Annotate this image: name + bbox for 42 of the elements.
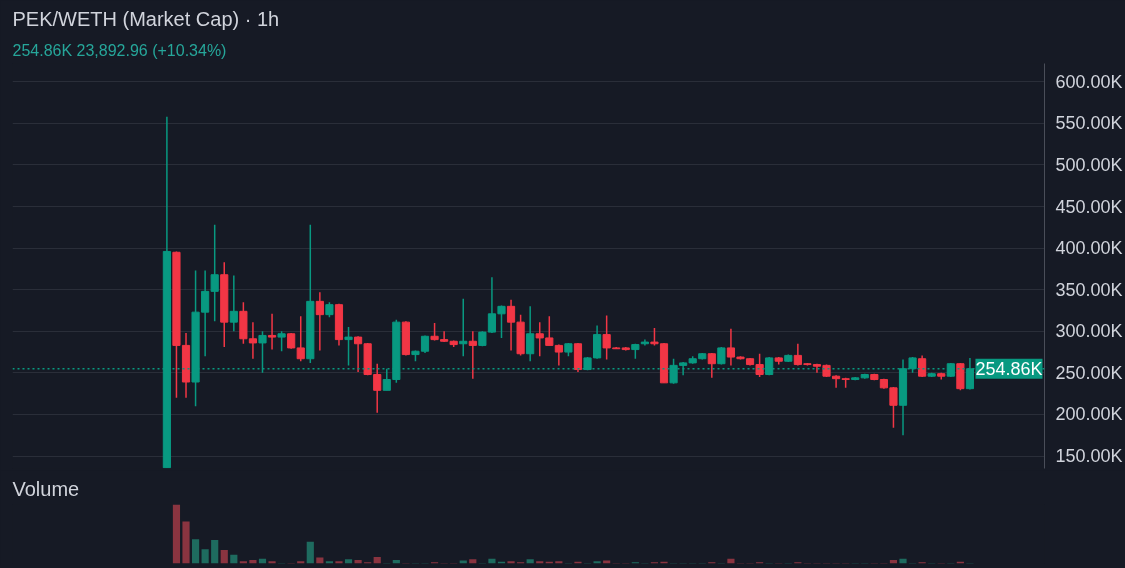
y-tick-label: 500.00K xyxy=(1055,154,1123,175)
chart-title: PEK/WETH (Market Cap) · 1h xyxy=(12,7,280,30)
candlestick xyxy=(889,386,898,429)
bar xyxy=(306,541,314,564)
bar xyxy=(268,561,276,564)
y-tick-label: 150.00K xyxy=(1055,446,1123,467)
y-tick-label: 450.00K xyxy=(1055,196,1123,217)
y-tick-label: 600.00K xyxy=(1055,71,1123,92)
bar xyxy=(335,561,343,564)
candlestick xyxy=(277,330,286,352)
bar xyxy=(249,559,257,564)
bar xyxy=(526,559,534,564)
bar xyxy=(220,549,228,564)
bar xyxy=(899,558,907,564)
bar xyxy=(172,504,181,564)
bar xyxy=(182,521,190,564)
bar xyxy=(727,558,735,564)
candlestick xyxy=(707,352,716,379)
y-tick-label: 400.00K xyxy=(1055,238,1123,259)
chart-subtitle: 254.86K 23,892.96 (+10.34%) xyxy=(12,41,227,59)
candlestick xyxy=(468,330,477,380)
y-tick-label: 550.00K xyxy=(1055,113,1123,134)
candlestick xyxy=(267,313,277,351)
candlestick xyxy=(344,326,353,367)
y-tick-label: 250.00K xyxy=(1055,362,1123,383)
y-tick-label: 350.00K xyxy=(1055,279,1123,300)
bar xyxy=(191,539,200,564)
candlestick xyxy=(526,305,535,362)
y-tick-label: 200.00K xyxy=(1055,404,1123,425)
bar xyxy=(211,539,219,564)
bar xyxy=(344,559,353,564)
bar xyxy=(488,558,496,564)
candlestick xyxy=(210,224,219,323)
candlestick xyxy=(315,291,324,352)
bar xyxy=(201,549,209,564)
y-tick-label: 300.00K xyxy=(1055,321,1123,342)
ref-line-label: 254.86K xyxy=(975,358,1043,379)
candlestick xyxy=(354,335,363,373)
bar xyxy=(469,559,477,564)
bar xyxy=(507,561,515,564)
candlestick xyxy=(229,274,238,333)
chart-title: Volume xyxy=(12,477,80,500)
